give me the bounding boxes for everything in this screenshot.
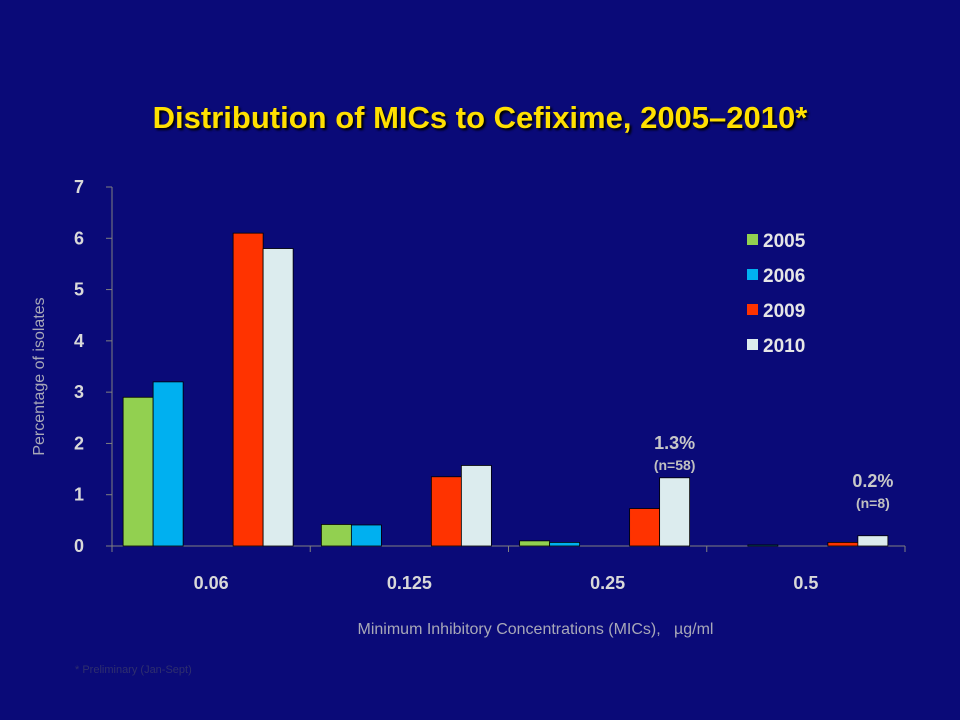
chart-bars xyxy=(122,232,889,547)
x-axis-title: Minimum Inhibitory Concentrations (MICs)… xyxy=(358,621,714,638)
bar-2006-0.5 xyxy=(747,544,779,547)
footnote: * Preliminary (Jan-Sept) xyxy=(75,664,192,676)
bar-2010-0.06 xyxy=(262,248,294,547)
legend-swatch-2005 xyxy=(747,234,758,245)
legend-swatch-2009 xyxy=(747,304,758,315)
bar-2010-0.25 xyxy=(659,477,691,547)
y-tick-label: 5 xyxy=(74,280,84,300)
y-tick-label: 4 xyxy=(74,331,84,351)
bar-2009-0.25 xyxy=(629,508,661,547)
legend-label-2009: 2009 xyxy=(763,301,805,322)
bar-2010-0.5 xyxy=(857,535,889,547)
annotation-percent: 1.3% xyxy=(654,433,695,453)
legend-swatch-2006 xyxy=(747,269,758,280)
bar-2010-0.125 xyxy=(460,465,492,547)
bar-2009-0.125 xyxy=(430,476,462,547)
y-tick-label: 2 xyxy=(74,433,84,453)
chart-title: Distribution of MICs to Cefixime, 2005–2… xyxy=(152,100,808,135)
annotation-count: (n=8) xyxy=(856,495,890,511)
y-tick-label: 3 xyxy=(74,382,84,402)
x-tick-label: 0.5 xyxy=(793,573,818,593)
legend-label-2005: 2005 xyxy=(763,231,806,252)
legend-swatch-2010 xyxy=(747,339,758,350)
bar-2009-0.5 xyxy=(827,542,859,547)
chart-annotations: 1.3% (n=58) 0.2% (n=8) xyxy=(654,433,894,511)
bar-2005-0.125 xyxy=(320,524,352,547)
legend-label-2006: 2006 xyxy=(763,266,805,287)
y-tick-label: 6 xyxy=(74,228,84,248)
x-tick-label: 0.25 xyxy=(590,573,625,593)
x-tick-label: 0.125 xyxy=(387,573,432,593)
bar-2006-0.06 xyxy=(152,381,184,547)
chart-legend: 2005 2006 2009 2010 xyxy=(747,231,806,357)
bar-2006-0.125 xyxy=(350,524,382,547)
bar-2005-0.25 xyxy=(519,540,551,547)
y-axis-title: Percentage of isolates xyxy=(31,297,48,455)
y-tick-label: 7 xyxy=(74,177,84,197)
annotation-count: (n=58) xyxy=(654,457,696,473)
bar-2005-0.06 xyxy=(122,396,154,547)
y-tick-label: 1 xyxy=(74,485,84,505)
bar-2006-0.25 xyxy=(549,542,581,547)
x-tick-label: 0.06 xyxy=(194,573,229,593)
annotation-percent: 0.2% xyxy=(852,471,893,491)
chart-labels: 0 1 2 3 4 5 6 7 0.06 0.125 0.25 0.5 Minimum Inhibito… xyxy=(31,177,818,638)
legend-label-2010: 2010 xyxy=(763,336,805,357)
bar-2009-0.06 xyxy=(232,232,264,547)
y-tick-label: 0 xyxy=(74,536,84,556)
